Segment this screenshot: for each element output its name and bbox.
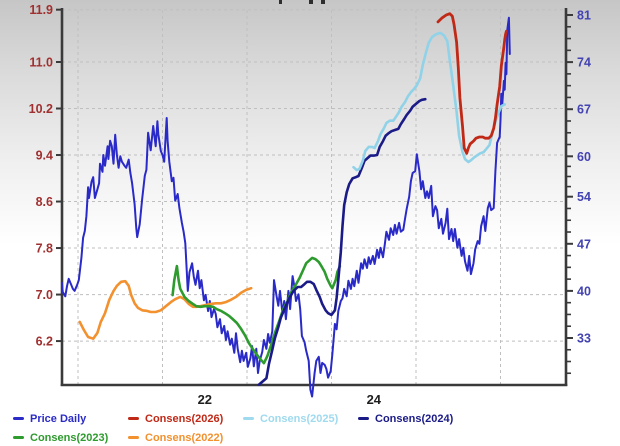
legend-label: Consens(2022) [145, 431, 224, 444]
svg-text:22: 22 [198, 392, 212, 407]
cropped-title-fragment [309, 0, 313, 4]
legend-item-consens-2025: Consens(2025) [243, 413, 358, 425]
consens-2022-line-marker [128, 436, 139, 439]
legend-label: Price Daily [30, 412, 87, 425]
legend-item-consens-2023: Consens(2023) [13, 432, 128, 444]
svg-text:6.2: 6.2 [36, 335, 53, 349]
svg-text:54: 54 [577, 190, 591, 204]
legend-item-price-daily: Price Daily [13, 413, 128, 425]
svg-text:74: 74 [577, 56, 591, 70]
svg-text:60: 60 [577, 150, 591, 164]
price-daily-line-marker [13, 417, 24, 420]
consens-2025-line-marker [243, 417, 254, 420]
consens-2023-line-marker [13, 436, 24, 439]
svg-text:40: 40 [577, 284, 591, 298]
legend-row-2: Consens(2023) Consens(2022) [13, 428, 473, 446]
svg-text:10.2: 10.2 [29, 102, 53, 116]
legend: Price Daily Consens(2026) Consens(2025) … [13, 409, 473, 446]
svg-text:67: 67 [577, 103, 591, 117]
svg-text:7.0: 7.0 [36, 288, 53, 302]
svg-text:47: 47 [577, 237, 591, 251]
cropped-title-fragment [321, 0, 325, 4]
svg-text:8.6: 8.6 [36, 195, 53, 209]
consens-2024-line-marker [358, 417, 369, 420]
legend-label: Consens(2024) [375, 412, 454, 425]
svg-text:81: 81 [577, 9, 591, 23]
legend-label: Consens(2025) [260, 412, 339, 425]
svg-text:11.0: 11.0 [29, 56, 53, 70]
legend-item-consens-2026: Consens(2026) [128, 413, 243, 425]
legend-item-consens-2024: Consens(2024) [358, 413, 473, 425]
svg-text:33: 33 [577, 331, 591, 345]
svg-text:9.4: 9.4 [36, 149, 53, 163]
legend-label: Consens(2023) [30, 431, 109, 444]
cropped-title-fragment [279, 0, 282, 4]
legend-item-consens-2022: Consens(2022) [128, 432, 243, 444]
legend-row-1: Price Daily Consens(2026) Consens(2025) … [13, 409, 473, 428]
legend-label: Consens(2026) [145, 412, 224, 425]
svg-text:24: 24 [367, 392, 382, 407]
svg-text:7.8: 7.8 [36, 242, 53, 256]
svg-text:11.9: 11.9 [29, 3, 53, 17]
consens-2026-line-marker [128, 417, 139, 420]
